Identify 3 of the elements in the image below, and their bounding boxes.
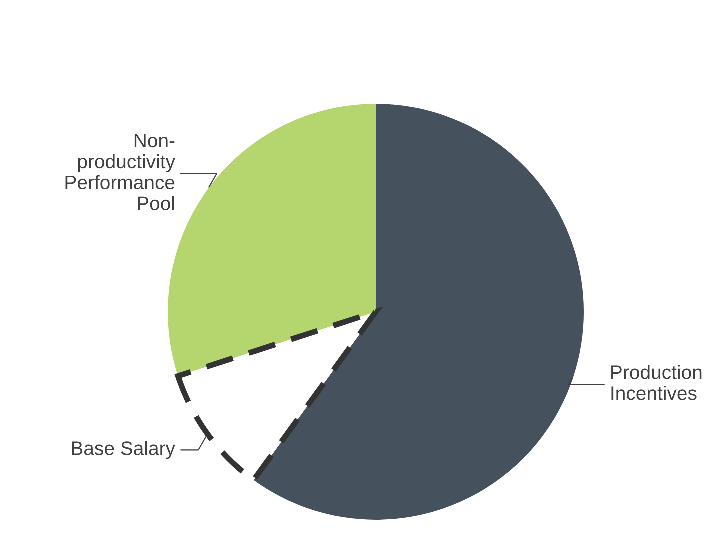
slice-label: Base Salary [72, 441, 176, 460]
slice-label: Non- productivity Performance Pool [66, 134, 176, 210]
slice-label: Production Incentives [612, 365, 702, 400]
